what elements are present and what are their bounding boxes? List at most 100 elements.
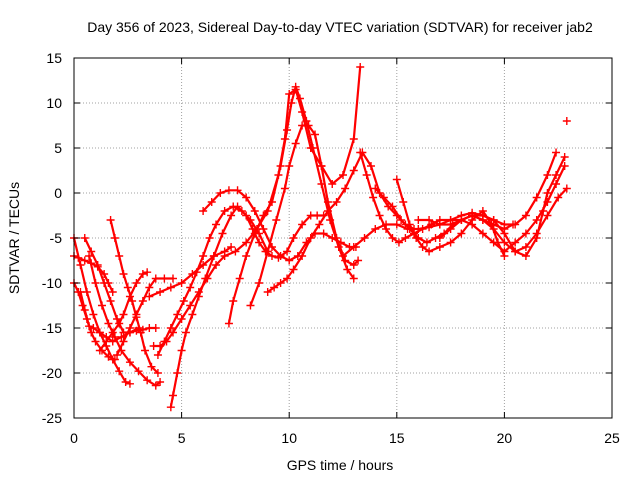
data-point <box>227 243 236 251</box>
data-point <box>233 186 242 195</box>
data-point <box>160 337 169 346</box>
data-point <box>289 265 298 274</box>
data-point <box>552 180 561 188</box>
data-point <box>121 378 130 386</box>
data-point <box>242 238 251 247</box>
data-point <box>108 288 117 296</box>
y-axis-label: SDTVAR / TECUs <box>6 182 22 294</box>
data-point <box>349 274 358 283</box>
data-point <box>379 193 388 202</box>
data-point <box>489 216 498 224</box>
data-point <box>166 403 175 412</box>
x-tick-label: 20 <box>497 430 513 446</box>
data-point <box>388 234 397 242</box>
data-point <box>125 358 134 367</box>
data-point <box>425 247 434 256</box>
data-point <box>521 252 530 260</box>
data-point <box>311 130 320 139</box>
data-point <box>115 367 124 376</box>
data-point <box>270 283 279 292</box>
data-point <box>267 198 276 206</box>
data-point <box>500 220 509 229</box>
data-point <box>97 301 106 310</box>
data-point <box>339 252 347 260</box>
series-line <box>72 236 132 385</box>
data-point <box>341 256 350 265</box>
data-point <box>343 265 352 274</box>
data-point <box>369 193 378 202</box>
data-point <box>500 252 509 260</box>
data-point <box>298 220 307 229</box>
series-track-18 <box>356 148 569 256</box>
data-point <box>341 184 350 193</box>
y-tick-label: -25 <box>42 410 62 426</box>
series-track-13 <box>166 202 328 412</box>
chart-title: Day 356 of 2023, Sidereal Day-to-day VTE… <box>87 19 593 35</box>
data-point <box>80 234 89 242</box>
data-point <box>91 279 100 287</box>
data-point <box>304 121 313 130</box>
data-point <box>375 211 384 220</box>
data-point <box>280 184 289 193</box>
data-point <box>285 256 294 265</box>
data-point <box>521 229 530 238</box>
data-point <box>177 279 186 287</box>
data-point <box>532 234 541 242</box>
series-outlier <box>562 117 571 125</box>
data-point <box>153 369 162 377</box>
data-point <box>339 171 347 179</box>
series-line <box>359 151 566 253</box>
data-point <box>291 82 300 91</box>
data-point <box>543 171 552 179</box>
data-point <box>560 153 569 161</box>
data-point <box>151 381 160 390</box>
data-point <box>532 216 541 224</box>
data-point <box>263 288 272 296</box>
data-point <box>110 355 119 364</box>
data-point <box>405 220 414 229</box>
data-point <box>315 220 324 229</box>
data-point <box>521 243 530 251</box>
series-track-23 <box>414 148 561 229</box>
data-point <box>323 207 332 215</box>
data-point <box>349 166 358 175</box>
data-point <box>194 292 203 301</box>
data-point <box>227 211 236 220</box>
data-point <box>242 252 251 260</box>
data-point <box>422 238 431 247</box>
data-point <box>125 292 134 301</box>
data-point <box>104 319 113 328</box>
data-point <box>216 189 225 197</box>
data-point <box>168 391 177 400</box>
data-point <box>412 234 421 242</box>
data-point <box>276 279 285 287</box>
data-point <box>110 333 119 341</box>
data-point <box>156 378 165 386</box>
data-point <box>106 297 115 305</box>
data-point <box>511 238 520 247</box>
series-track-15 <box>224 82 358 328</box>
data-point <box>366 162 375 170</box>
data-point <box>371 184 380 193</box>
data-point <box>224 186 233 195</box>
y-tick-label: -15 <box>42 320 62 336</box>
data-point <box>250 207 259 215</box>
data-point <box>89 310 98 319</box>
data-point <box>220 252 229 260</box>
data-point <box>543 211 552 220</box>
y-tick-label: -20 <box>42 365 62 381</box>
data-point <box>392 175 401 184</box>
data-point <box>138 297 147 305</box>
data-point <box>285 90 294 98</box>
data-point <box>283 126 292 134</box>
y-tick-label: -5 <box>50 230 63 246</box>
data-point <box>119 337 128 346</box>
data-point <box>141 346 150 355</box>
data-point <box>132 279 141 287</box>
y-tick-label: 10 <box>46 95 62 111</box>
data-point <box>394 238 403 247</box>
y-tick-label: 5 <box>54 140 62 156</box>
data-point <box>560 162 569 170</box>
data-point <box>554 193 563 202</box>
data-point <box>317 162 326 170</box>
